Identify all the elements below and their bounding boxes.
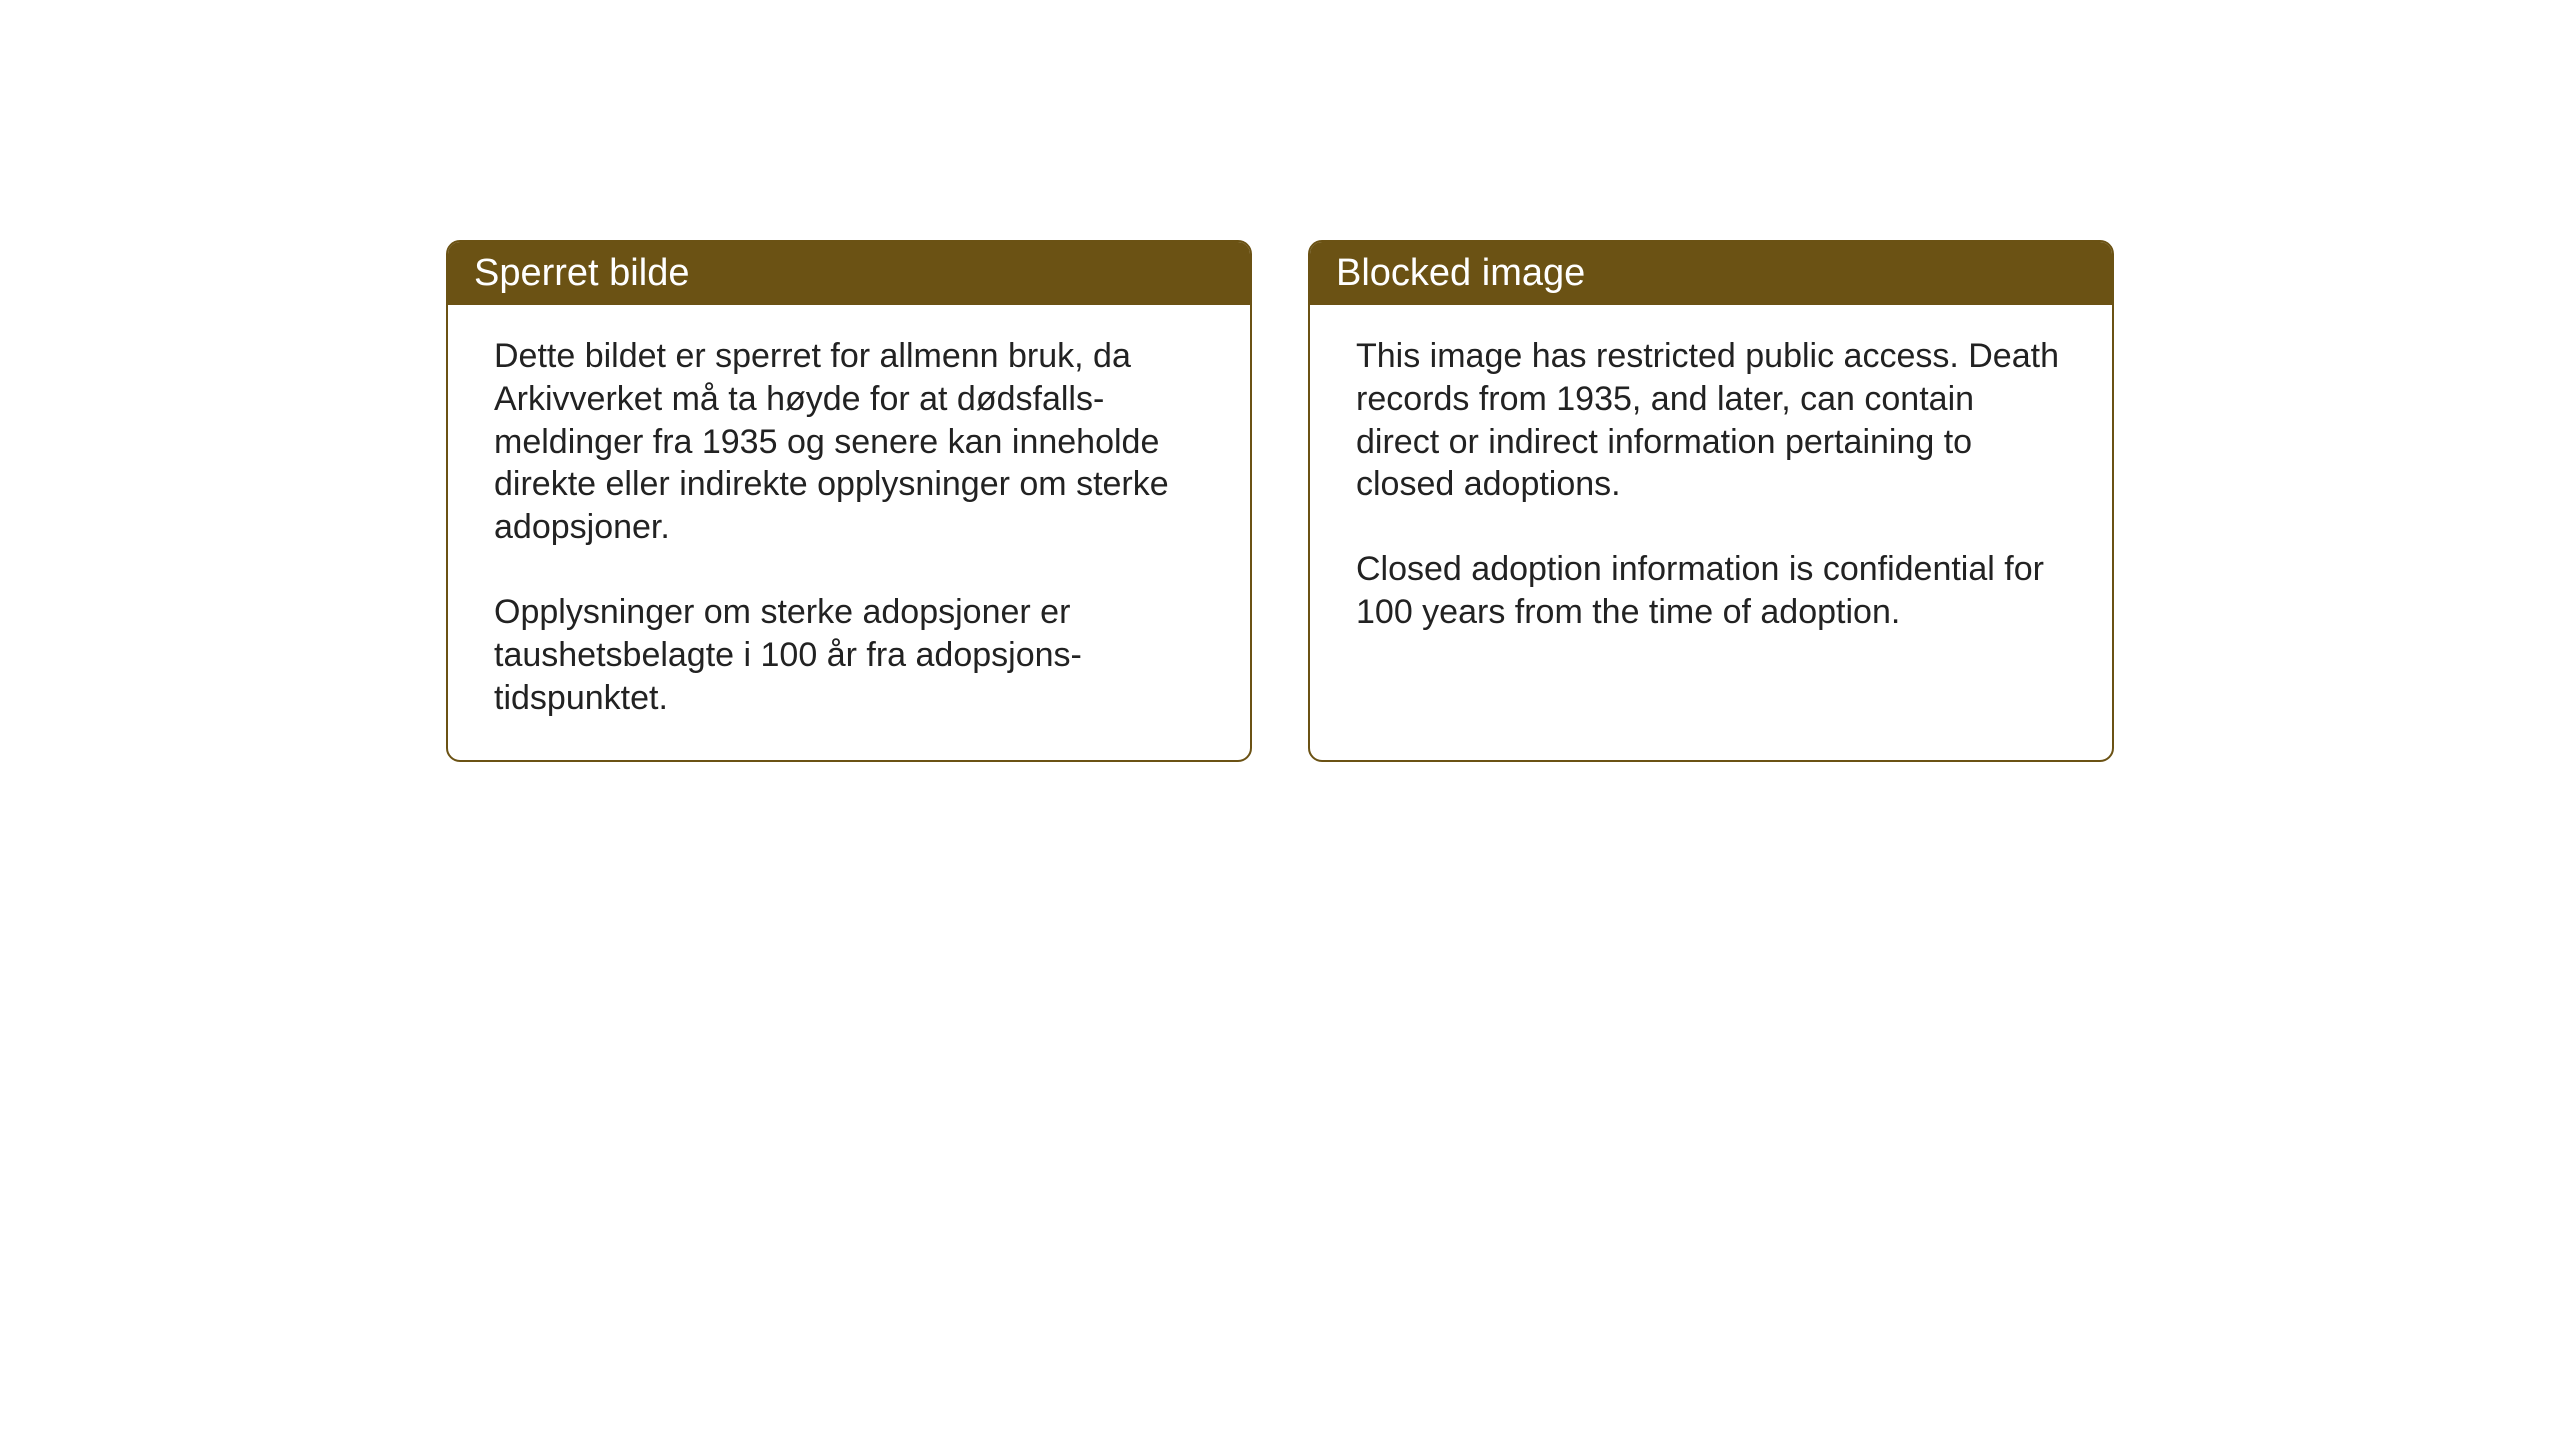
card-header-norwegian: Sperret bilde	[448, 242, 1250, 305]
card-body-english: This image has restricted public access.…	[1310, 305, 2112, 725]
paragraph-2-norwegian: Opplysninger om sterke adopsjoner er tau…	[494, 591, 1204, 719]
card-title-norwegian: Sperret bilde	[474, 252, 689, 294]
notice-card-english: Blocked image This image has restricted …	[1308, 240, 2114, 762]
card-title-english: Blocked image	[1336, 252, 1585, 294]
paragraph-1-english: This image has restricted public access.…	[1356, 335, 2066, 506]
card-body-norwegian: Dette bildet er sperret for allmenn bruk…	[448, 305, 1250, 760]
paragraph-2-english: Closed adoption information is confident…	[1356, 548, 2066, 634]
paragraph-1-norwegian: Dette bildet er sperret for allmenn bruk…	[494, 335, 1204, 549]
card-header-english: Blocked image	[1310, 242, 2112, 305]
notice-card-norwegian: Sperret bilde Dette bildet er sperret fo…	[446, 240, 1252, 762]
notice-container: Sperret bilde Dette bildet er sperret fo…	[446, 240, 2114, 762]
